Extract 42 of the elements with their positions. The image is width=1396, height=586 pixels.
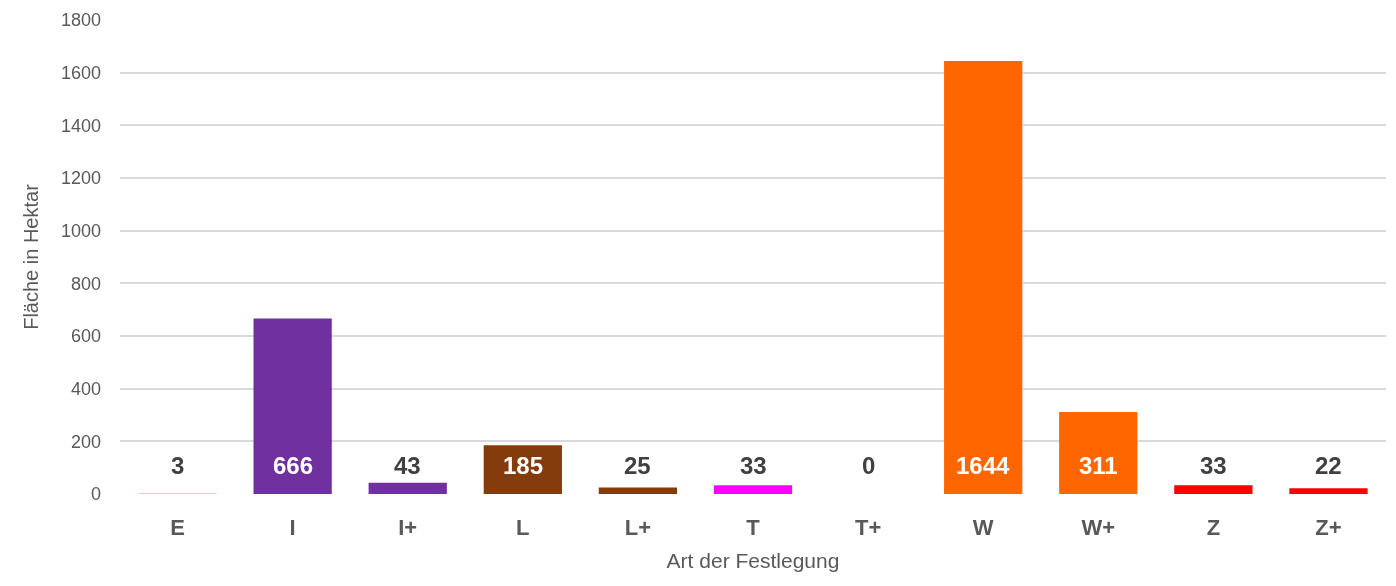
y-tick-label: 800 <box>70 273 101 294</box>
bar <box>944 61 1023 494</box>
x-tick-label: W+ <box>1081 515 1116 540</box>
x-tick-label: E <box>170 515 185 540</box>
x-tick-label: Z <box>1206 515 1221 540</box>
data-label: 185 <box>503 452 544 479</box>
data-label: 311 <box>1079 452 1118 479</box>
data-label: 666 <box>273 452 314 479</box>
y-axis-title: Fläche in Hektar <box>20 183 43 330</box>
x-tick-label: T <box>746 515 761 540</box>
y-tick-label: 1000 <box>60 220 101 241</box>
y-tick-label: 600 <box>70 326 101 347</box>
x-tick-label: T+ <box>854 515 882 540</box>
y-tick-label: 0 <box>90 484 101 505</box>
data-label: 33 <box>740 452 767 479</box>
x-tick-label: L+ <box>624 515 652 540</box>
y-tick-label: 1600 <box>60 62 101 83</box>
x-axis-title: Art der Festlegung <box>666 549 840 573</box>
y-tick-label: 200 <box>70 431 101 452</box>
y-tick-label: 400 <box>70 378 101 399</box>
bar <box>598 487 678 494</box>
x-tick-label: I <box>289 515 296 540</box>
data-label: 25 <box>624 452 651 479</box>
data-label: 0 <box>862 452 876 479</box>
x-tick-label: W <box>972 515 994 540</box>
bar <box>1289 488 1368 494</box>
bar <box>1059 412 1138 494</box>
data-label: 22 <box>1315 452 1342 479</box>
y-tick-label: 1200 <box>60 168 101 189</box>
data-label: 3 <box>171 452 185 479</box>
x-tick-label: I+ <box>398 515 418 540</box>
data-label: 33 <box>1200 452 1227 479</box>
y-tick-label: 1400 <box>60 115 101 136</box>
bar <box>368 482 447 494</box>
data-label: 1644 <box>956 452 1011 479</box>
bar <box>713 485 793 494</box>
x-tick-label: L <box>516 515 530 540</box>
x-tick-label: Z+ <box>1315 515 1342 540</box>
y-tick-label: 1800 <box>60 10 101 31</box>
bar <box>1174 485 1253 494</box>
data-label: 43 <box>394 452 421 479</box>
bar <box>253 318 332 494</box>
